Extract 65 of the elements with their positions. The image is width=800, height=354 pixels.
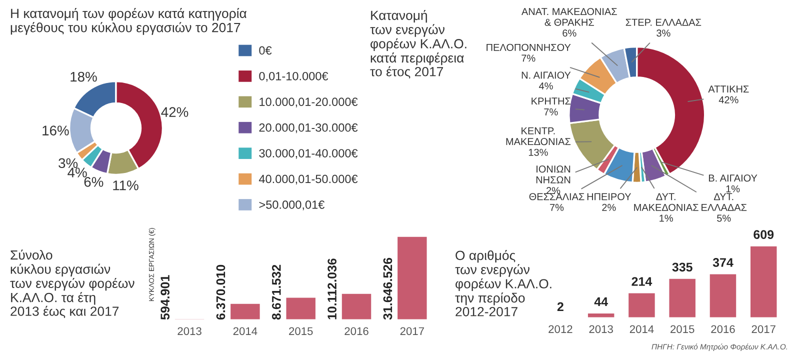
x-tick-label: 2016 [711, 325, 735, 334]
data-label: 7% [522, 54, 536, 62]
data-label: 1% [726, 185, 740, 192]
legend-label: 20.000,01-30.000€ [259, 123, 358, 134]
slice-label: ΣΤΕΡ. ΕΛΛΑΔΑΣ [626, 18, 702, 26]
data-label: 4% [539, 82, 553, 90]
data-label: 44 [594, 297, 608, 306]
slice-label: Ν. ΑΙΓΑΙΟΥ [522, 72, 571, 79]
data-label: 7% [550, 204, 564, 211]
legend-label: 30.000,01-40.000€ [259, 149, 358, 159]
text: Ο αριθμός των ενεργών φορέων Κ.ΑΛ.Ο. την περίοδο 2012-2017 [455, 250, 552, 316]
data-label: 3% [58, 158, 78, 168]
data-label: 214 [632, 277, 652, 286]
slice-label: ΘΕΣΣΑΛΙΑΣ [529, 193, 584, 200]
slice-label: ΔΥΤ. ΜΑΚΕΔΟΝΙΑΣ [634, 193, 698, 211]
slice-label: ΑΤΤΙΚΗΣ [708, 86, 749, 92]
legend-label: >50.000,01€ [259, 200, 325, 210]
data-label: 13% [528, 148, 548, 156]
chart-title: Η κατανομή των φορέων κατά κατηγορία μεγέθους του κύκλου εργασιών το 2017 [10, 8, 247, 35]
slice-label: ΑΝΑΤ. ΜΑΚΕΔΟΝΙΑΣ & ΘΡΑΚΗΣ [522, 8, 617, 26]
legend-label: 40.000,01-50.000€ [258, 174, 358, 185]
data-label: 594.901 [160, 275, 170, 320]
x-tick-label: 2013 [178, 327, 202, 336]
data-label: 31.646.526 [383, 258, 392, 320]
slice-label: Β. ΑΙΓΑΙΟΥ [708, 174, 758, 182]
x-tick-label: 2014 [630, 325, 654, 334]
slice-label: ΔΥΤ. ΕΛΛΑΔΑΣ [702, 193, 747, 211]
data-label: 2 [557, 302, 564, 311]
slice-label: ΚΡΗΤΗΣ [532, 98, 571, 105]
data-label: 8.671.532 [272, 264, 281, 320]
slice-label: ΚΕΝΤΡ. ΜΑΚΕΔΟΝΙΑΣ [506, 127, 571, 146]
x-tick-label: 2014 [233, 327, 258, 336]
text: Κατανομή των ενεργών φορέων Κ.ΑΛ.Ο. κατά περιφέρεια το έτος 2017 [370, 10, 466, 78]
x-tick-label: 2015 [289, 327, 313, 336]
data-label: 1% [660, 214, 673, 222]
data-label: 2% [602, 204, 616, 211]
data-label: 4% [68, 168, 87, 178]
x-tick-label: 2016 [344, 327, 368, 336]
data-label: 374 [712, 258, 734, 267]
slice-label: ΗΠΕΙΡΟΥ [587, 193, 632, 200]
data-label: 609 [754, 230, 774, 239]
data-label: 6.370.010 [216, 264, 226, 320]
data-label: 3% [656, 30, 670, 37]
data-label: 42% [718, 96, 738, 104]
x-tick-label: 2013 [589, 325, 613, 334]
x-tick-label: 2017 [400, 327, 424, 336]
legend-label: 0,01-10.000€ [259, 72, 328, 82]
legend-label: 0€ [259, 46, 272, 55]
x-tick-label: 2012 [548, 325, 572, 334]
data-label: 10.112.036 [328, 258, 337, 320]
data-label: 42% [161, 107, 188, 117]
slice-label: ΙΟΝΙΩΝ ΝΗΣΩΝ [536, 166, 570, 184]
x-tick-label: 2015 [670, 325, 694, 334]
text: Σύνολο κύκλου εργασιών των ενεργών φορέων Κ.ΑΛ.Ο. τα έτη 2013 έως και 2017 [10, 250, 134, 318]
data-label: 335 [672, 262, 692, 272]
data-label: 11% [113, 180, 138, 190]
x-tick-label: 2017 [752, 325, 776, 334]
data-label: 16% [42, 126, 69, 136]
data-label: 6% [84, 177, 104, 187]
data-label: 7% [544, 108, 558, 116]
data-label: 5% [717, 214, 731, 222]
data-label: 18% [70, 72, 97, 82]
slice-label: ΠΕΛΟΠΟΝΝΗΣΟΥ [486, 44, 571, 51]
data-label: 6% [562, 30, 576, 37]
legend-label: 10.000,01-20.000€ [260, 98, 358, 108]
